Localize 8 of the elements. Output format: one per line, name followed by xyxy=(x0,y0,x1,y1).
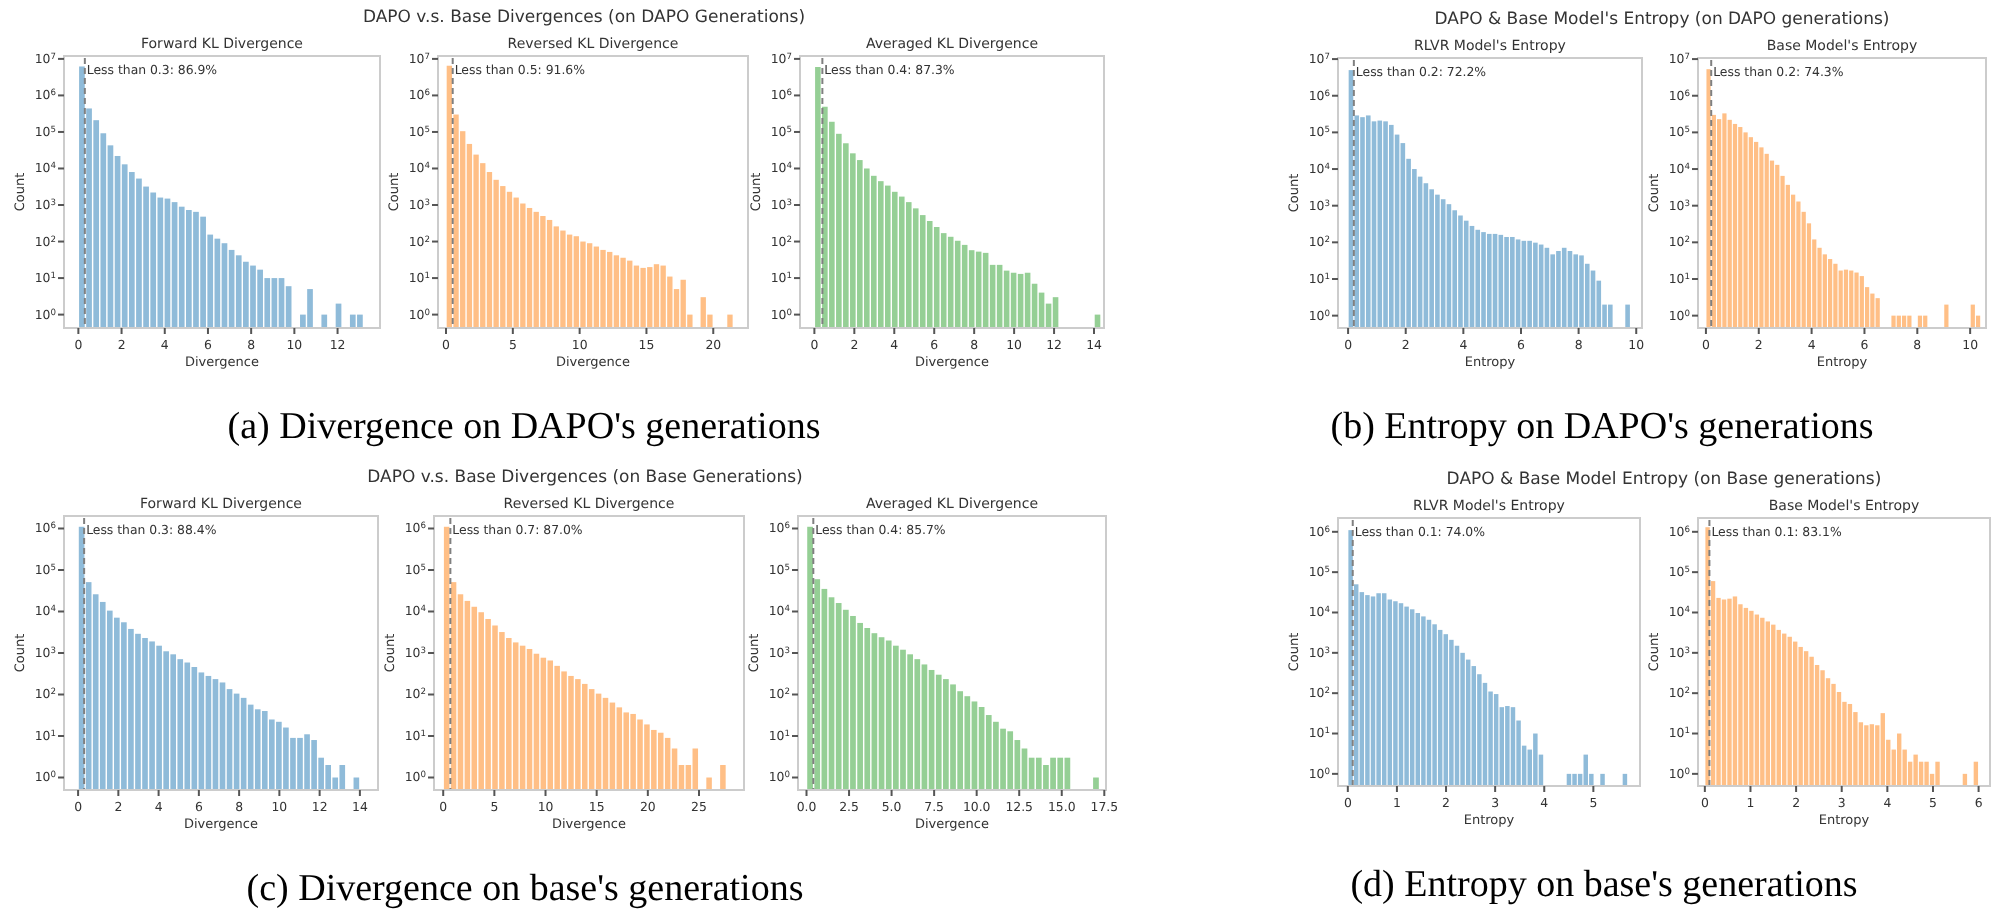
text: (b) Entropy on DAPO's generations xyxy=(1330,406,1874,448)
text: DAPO & Base Model's Entropy (on DAPO generations) xyxy=(1434,10,1890,30)
text: DAPO v.s. Base Divergences (on DAPO Generations) xyxy=(362,8,806,28)
text: (c) Divergence on base's generations xyxy=(246,868,804,910)
text: (a) Divergence on DAPO's generations xyxy=(227,406,821,448)
text: (d) Entropy on base's generations xyxy=(1350,864,1858,906)
text: DAPO v.s. Base Divergences (on Base Generations) xyxy=(367,468,803,488)
text: DAPO & Base Model Entropy (on Base generations) xyxy=(1446,470,1882,490)
